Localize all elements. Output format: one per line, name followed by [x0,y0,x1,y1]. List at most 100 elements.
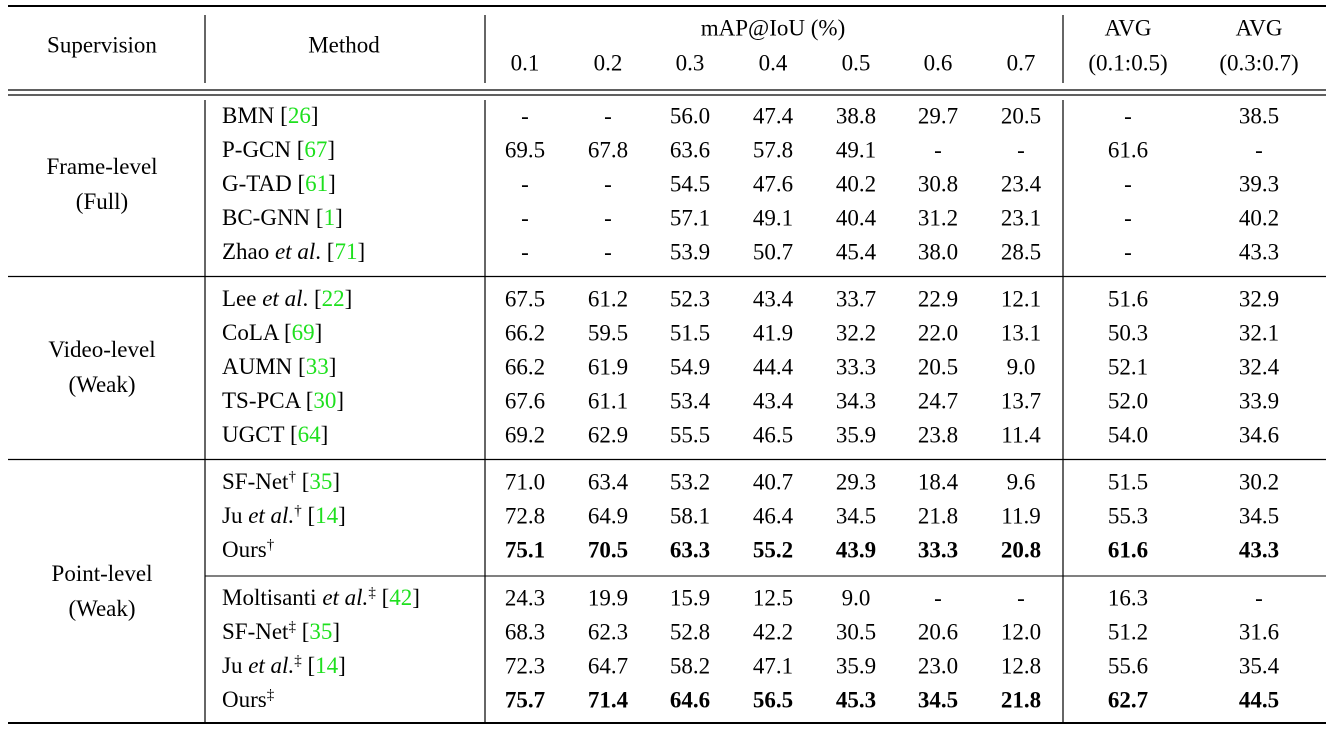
cell-value: - [604,205,612,230]
cell-value: 20.5 [1001,103,1041,128]
method-part: 64 [298,422,322,447]
cell-value: 64.9 [588,503,628,528]
cell-value: 63.4 [588,469,629,494]
header-threshold: 0.6 [924,50,953,75]
cell-value: 52.1 [1108,354,1148,379]
cell-value: 50.3 [1108,320,1148,345]
cell-value: 38.8 [836,103,876,128]
cell-value: - [934,585,942,610]
cell-value: 51.6 [1108,286,1148,311]
method-part: Ours [222,537,267,562]
supervision-label: Point-level [52,561,153,586]
supervision-label: Frame-level [46,154,157,179]
method-name: Lee et al. [22] [222,286,352,311]
cell-value: - [1124,103,1132,128]
cell-value: 55.3 [1108,503,1148,528]
cell-value: 67.6 [505,388,545,413]
cell-value: 38.5 [1239,103,1279,128]
cell-value: 53.2 [670,469,710,494]
cell-value: 12.1 [1001,286,1041,311]
method-part: 42 [389,585,412,610]
method-part: AUMN [ [222,354,306,379]
method-part: ] [311,103,319,128]
cell-value: 49.1 [753,205,793,230]
method-name: Moltisanti et al.‡ [42] [222,585,420,611]
cell-value: 47.6 [753,171,793,196]
cell-value: 31.2 [918,205,958,230]
cell-value: 57.8 [753,137,793,162]
cell-value: - [604,171,612,196]
cell-value: 63.6 [670,137,710,162]
cell-value: 53.4 [670,388,711,413]
cell-value: 69.5 [505,137,545,162]
cell-value: 54.9 [670,354,710,379]
method-name: AUMN [33] [222,354,336,379]
supervision-label: (Weak) [68,596,135,621]
header-threshold: 0.5 [842,50,871,75]
cell-value: 69.2 [505,422,545,447]
method-name: SF-Net† [35] [222,469,340,495]
cell-value: 45.4 [836,239,877,264]
cell-value: 55.6 [1108,653,1148,678]
cell-value: 23.1 [1001,205,1041,230]
header-method: Method [308,32,380,57]
cell-value: 39.3 [1239,171,1279,196]
cell-value: 41.9 [753,320,793,345]
cell-value: 75.1 [505,537,545,562]
cell-value: 56.0 [670,103,710,128]
cell-value: 55.2 [753,537,793,562]
supervision-label: (Full) [76,189,128,214]
cell-value: 40.2 [836,171,876,196]
cell-value: 9.0 [842,585,871,610]
method-part: ] [345,286,353,311]
header-threshold: 0.7 [1007,50,1036,75]
method-part: et al [275,239,315,264]
cell-value: 40.4 [836,205,877,230]
cell-value: 30.5 [836,619,876,644]
cell-value: 20.8 [1001,537,1041,562]
cell-value: 22.0 [918,320,958,345]
method-part: G-TAD [ [222,171,305,196]
method-name: G-TAD [61] [222,171,336,196]
cell-value: 67.5 [505,286,545,311]
method-part: P-GCN [ [222,137,304,162]
cell-value: 23.8 [918,422,958,447]
cell-value: 34.5 [836,503,876,528]
cell-value: 67.8 [588,137,628,162]
cell-value: 15.9 [670,585,710,610]
method-part: Ju [222,503,248,528]
method-part: 35 [309,469,332,494]
cell-value: 72.8 [505,503,545,528]
header-avg: (0.3:0.7) [1219,50,1298,75]
cell-value: 45.3 [836,687,876,712]
cell-value: 61.1 [588,388,628,413]
cell-value: 30.2 [1239,469,1279,494]
cell-value: 61.9 [588,354,628,379]
method-part: BC-GNN [ [222,205,324,230]
method-name: SF-Net‡ [35] [222,619,340,645]
method-part: [ [376,585,389,610]
cell-value: 20.5 [918,354,958,379]
method-part: † [294,503,302,519]
cell-value: 13.1 [1001,320,1041,345]
method-part: † [267,537,275,553]
cell-value: 32.9 [1239,286,1279,311]
cell-value: - [1255,137,1263,162]
method-part: ] [327,137,335,162]
cell-value: - [521,205,529,230]
method-part: et al. [248,653,294,678]
method-part: Lee [222,286,262,311]
cell-value: 66.2 [505,354,545,379]
method-part: Moltisanti [222,585,322,610]
method-part: 22 [322,286,345,311]
cell-value: - [1124,205,1132,230]
cell-value: 28.5 [1001,239,1041,264]
cell-value: 33.9 [1239,388,1279,413]
cell-value: 11.9 [1001,503,1040,528]
method-part: et al [262,286,302,311]
header-supervision: Supervision [47,32,157,57]
method-part: [ [296,619,309,644]
cell-value: 64.7 [588,653,628,678]
method-name: Ju et al.† [14] [222,503,346,529]
cell-value: 43.4 [753,286,794,311]
